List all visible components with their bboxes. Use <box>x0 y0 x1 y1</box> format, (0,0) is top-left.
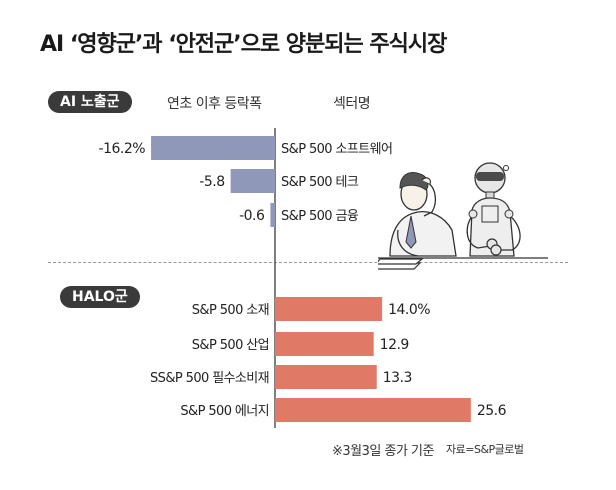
value-label: 12.9 <box>380 337 409 353</box>
category-label: SS&P 500 필수소비재 <box>150 371 269 386</box>
category-label: S&P 500 소프트웨어 <box>281 142 392 157</box>
group-divider <box>48 262 568 263</box>
bar-ai-0 <box>151 136 275 160</box>
sector-column-header: 섹터명 <box>333 96 371 112</box>
change-column-header: 연초 이후 등락폭 <box>167 96 262 112</box>
value-label: -16.2% <box>99 141 146 157</box>
source-credit: 자료=S&P글로벌 <box>446 443 524 456</box>
chart-title: AI ‘영향군’과 ‘안전군’으로 양분되는 주식시장 <box>40 32 447 57</box>
footnote: ※3월3일 종가 기준 <box>332 444 434 459</box>
bar-halo-3 <box>275 398 471 422</box>
bar-ai-2 <box>270 203 275 227</box>
category-label: S&P 500 소재 <box>192 303 269 318</box>
worker-and-robot-illustration <box>378 162 548 270</box>
halo-group-badge: HALO군 <box>60 286 140 308</box>
value-label: 14.0% <box>388 302 430 318</box>
value-label: -5.8 <box>199 174 224 190</box>
bar-ai-1 <box>230 169 275 193</box>
value-label: 25.6 <box>477 403 507 419</box>
category-label: S&P 500 산업 <box>192 338 269 353</box>
bar-halo-0 <box>275 297 383 321</box>
ai-group-badge: AI 노출군 <box>48 91 132 113</box>
value-label: 13.3 <box>383 370 412 386</box>
bar-halo-2 <box>275 365 377 389</box>
category-label: S&P 500 금융 <box>281 209 359 224</box>
category-label: S&P 500 테크 <box>281 175 359 190</box>
category-label: S&P 500 에너지 <box>180 404 269 419</box>
value-label: -0.6 <box>239 208 265 224</box>
bar-halo-1 <box>275 332 374 356</box>
